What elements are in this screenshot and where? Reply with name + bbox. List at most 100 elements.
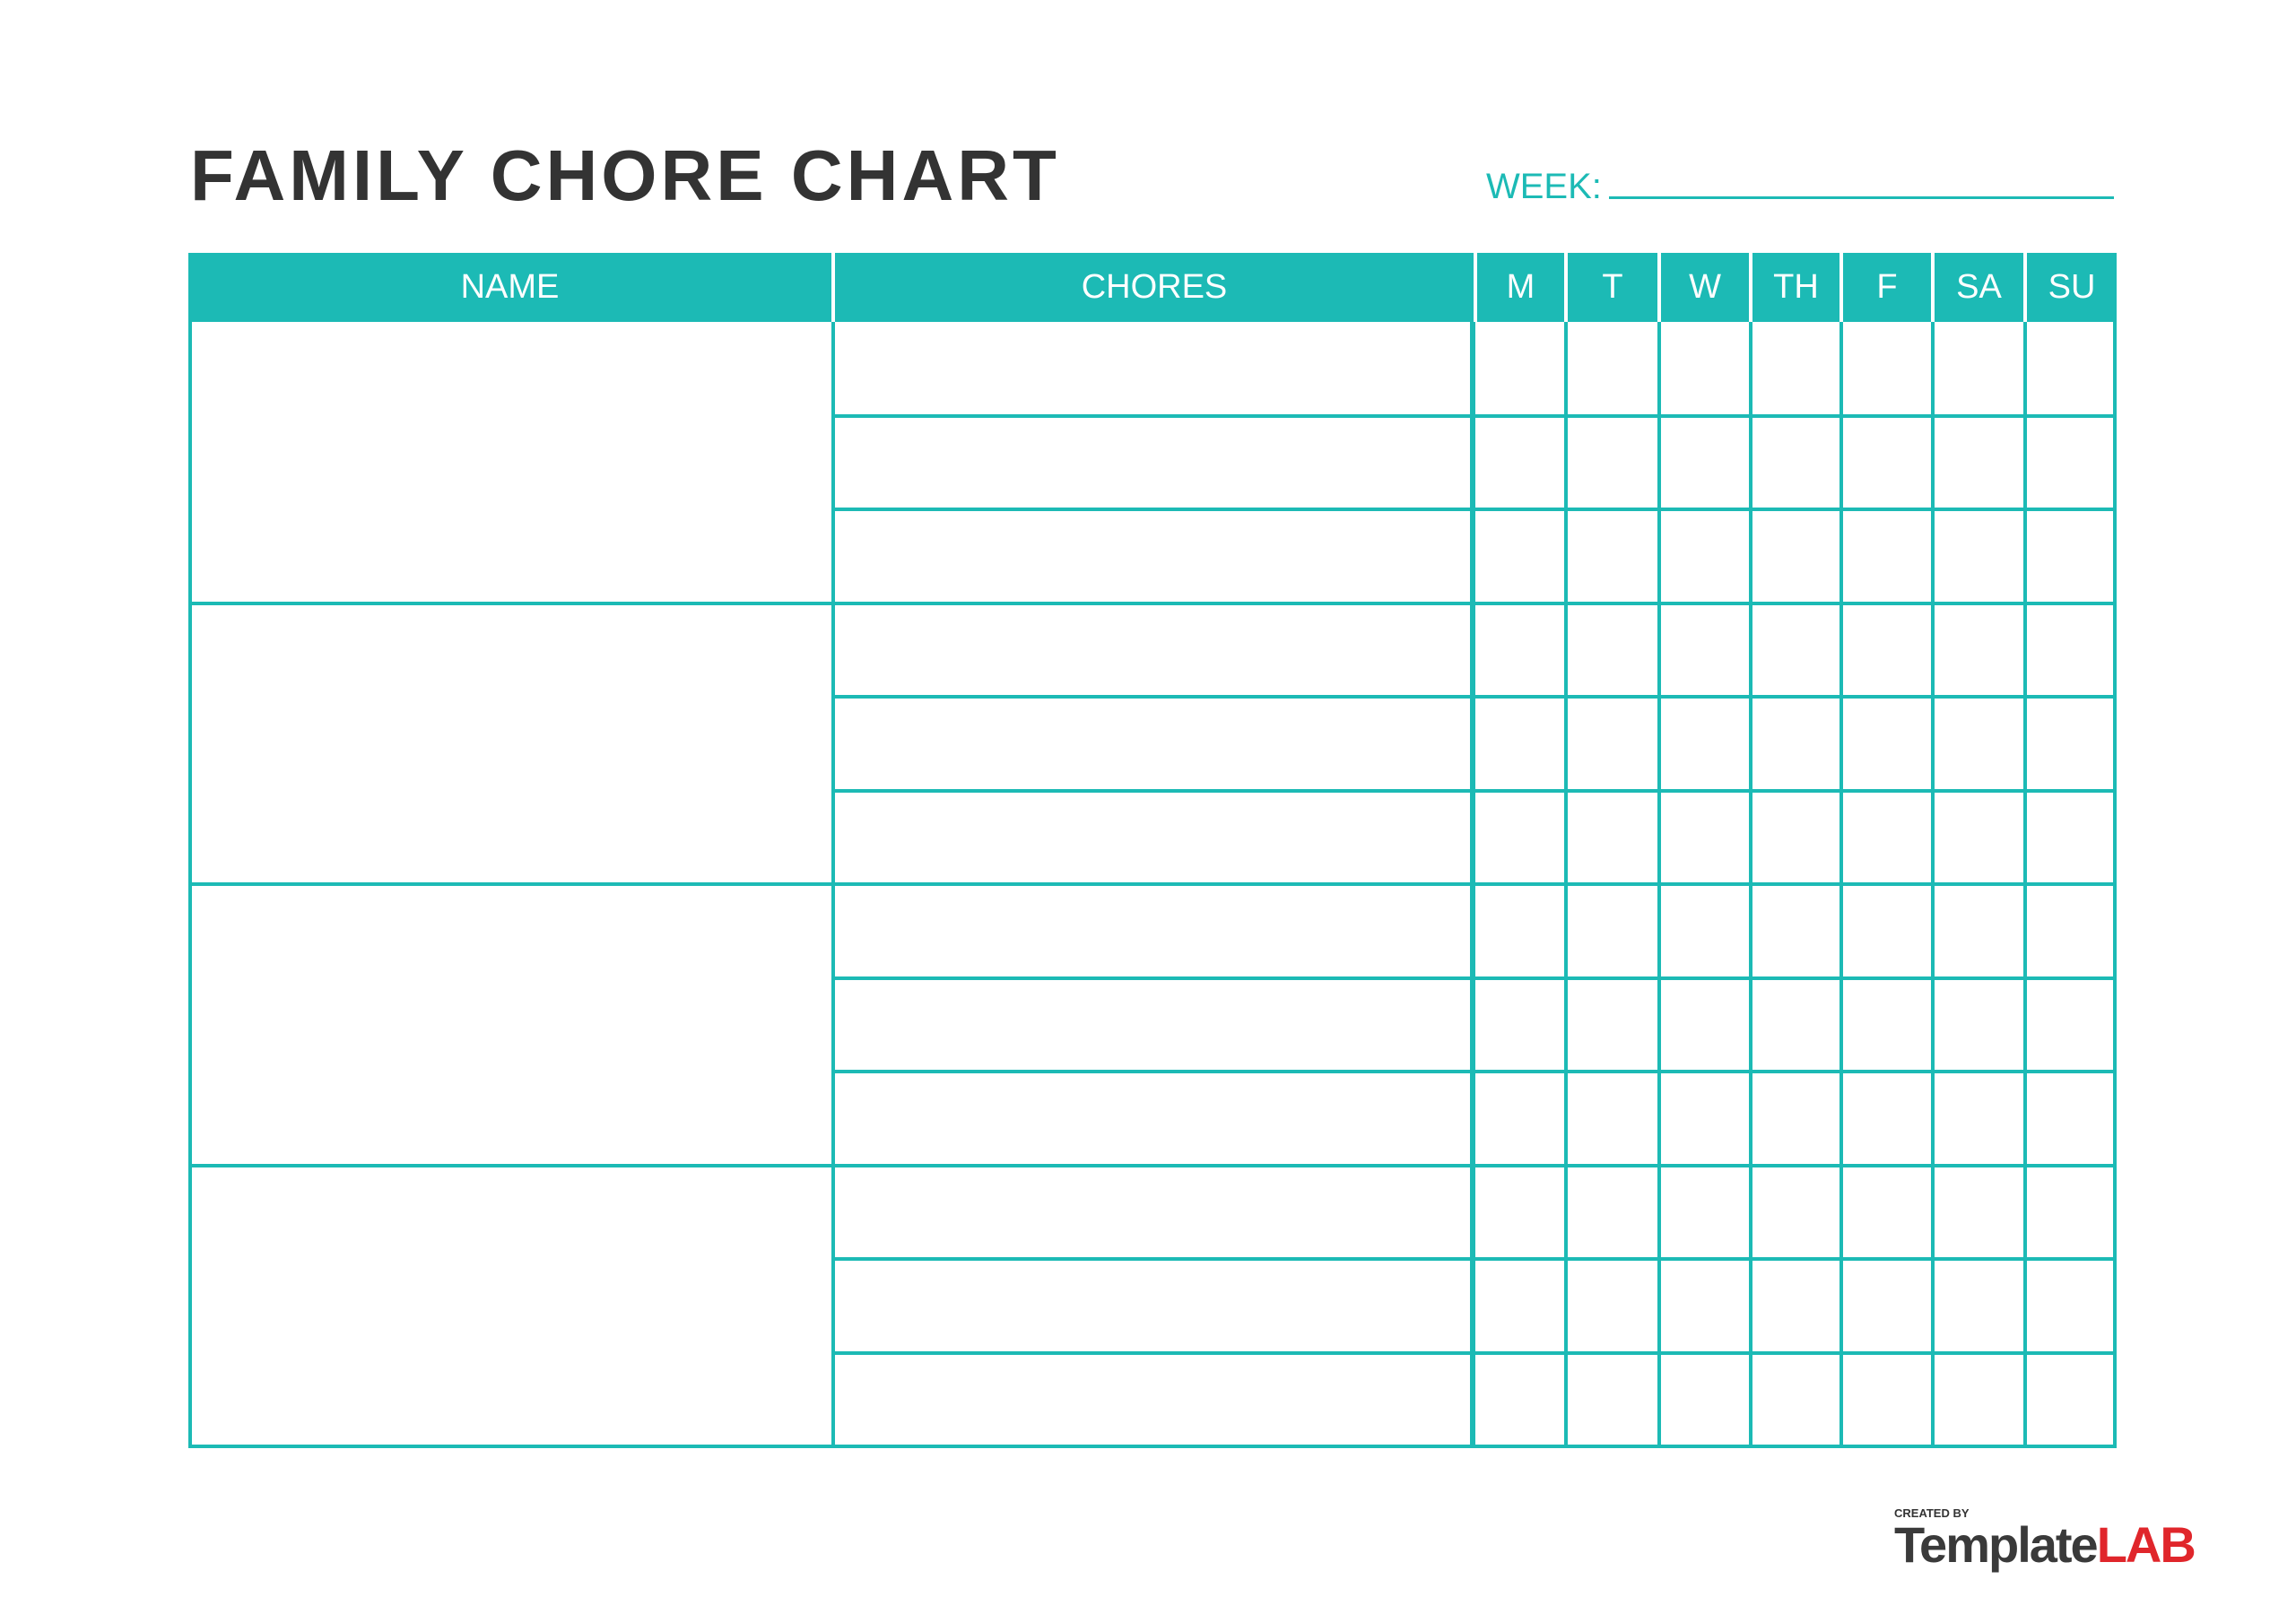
- day-check-cell[interactable]: [1570, 509, 1657, 600]
- name-cell[interactable]: [192, 1166, 831, 1444]
- day-check-cell[interactable]: [1936, 884, 2023, 975]
- chore-cell[interactable]: [835, 322, 1470, 412]
- day-check-cell[interactable]: [2029, 416, 2117, 507]
- day-check-cell[interactable]: [1845, 791, 1931, 881]
- day-check-cell[interactable]: [1754, 603, 1839, 694]
- day-check-cell[interactable]: [1754, 978, 1839, 1069]
- day-check-cell[interactable]: [2029, 1259, 2117, 1350]
- day-check-cell[interactable]: [1479, 1072, 1564, 1162]
- day-check-cell[interactable]: [1845, 322, 1931, 412]
- day-check-cell[interactable]: [2029, 603, 2117, 694]
- day-check-cell[interactable]: [2029, 884, 2117, 975]
- chore-cell[interactable]: [835, 416, 1470, 507]
- day-check-cell[interactable]: [1479, 1259, 1564, 1350]
- day-check-cell[interactable]: [1479, 1353, 1564, 1444]
- day-check-cell[interactable]: [1663, 884, 1749, 975]
- chore-cell[interactable]: [835, 1353, 1470, 1444]
- day-check-cell[interactable]: [1570, 322, 1657, 412]
- name-cell[interactable]: [192, 322, 831, 600]
- chore-cell[interactable]: [835, 884, 1470, 975]
- day-check-cell[interactable]: [1479, 697, 1564, 787]
- chore-cell[interactable]: [835, 791, 1470, 881]
- name-cell[interactable]: [192, 603, 831, 881]
- day-check-cell[interactable]: [1754, 697, 1839, 787]
- day-check-cell[interactable]: [2029, 1353, 2117, 1444]
- day-check-cell[interactable]: [2029, 791, 2117, 881]
- chore-cell[interactable]: [835, 1072, 1470, 1162]
- day-check-cell[interactable]: [1663, 509, 1749, 600]
- day-check-cell[interactable]: [1936, 416, 2023, 507]
- day-check-cell[interactable]: [1936, 791, 2023, 881]
- day-check-cell[interactable]: [1845, 1072, 1931, 1162]
- chore-cell[interactable]: [835, 1166, 1470, 1256]
- day-check-cell[interactable]: [1570, 1166, 1657, 1256]
- day-check-cell[interactable]: [1663, 1259, 1749, 1350]
- day-check-cell[interactable]: [1663, 1072, 1749, 1162]
- day-check-cell[interactable]: [1570, 978, 1657, 1069]
- day-check-cell[interactable]: [2029, 509, 2117, 600]
- day-check-cell[interactable]: [1663, 322, 1749, 412]
- day-check-cell[interactable]: [1754, 1259, 1839, 1350]
- day-check-cell[interactable]: [1754, 509, 1839, 600]
- day-check-cell[interactable]: [1936, 1353, 2023, 1444]
- day-check-cell[interactable]: [1570, 791, 1657, 881]
- day-check-cell[interactable]: [1663, 791, 1749, 881]
- day-check-cell[interactable]: [1479, 416, 1564, 507]
- day-check-cell[interactable]: [1845, 978, 1931, 1069]
- day-check-cell[interactable]: [2029, 1072, 2117, 1162]
- day-check-cell[interactable]: [1570, 1072, 1657, 1162]
- day-check-cell[interactable]: [1479, 978, 1564, 1069]
- day-check-cell[interactable]: [1845, 603, 1931, 694]
- day-check-cell[interactable]: [1570, 603, 1657, 694]
- day-check-cell[interactable]: [1754, 1353, 1839, 1444]
- day-check-cell[interactable]: [1663, 603, 1749, 694]
- day-check-cell[interactable]: [1845, 884, 1931, 975]
- day-check-cell[interactable]: [1570, 1259, 1657, 1350]
- day-check-cell[interactable]: [1845, 1166, 1931, 1256]
- day-check-cell[interactable]: [1663, 978, 1749, 1069]
- chore-cell[interactable]: [835, 509, 1470, 600]
- day-check-cell[interactable]: [1936, 509, 2023, 600]
- day-check-cell[interactable]: [1663, 416, 1749, 507]
- day-check-cell[interactable]: [1754, 322, 1839, 412]
- day-check-cell[interactable]: [2029, 322, 2117, 412]
- day-check-cell[interactable]: [1479, 884, 1564, 975]
- day-check-cell[interactable]: [1570, 884, 1657, 975]
- day-check-cell[interactable]: [1570, 1353, 1657, 1444]
- day-check-cell[interactable]: [1845, 1353, 1931, 1444]
- chore-cell[interactable]: [835, 978, 1470, 1069]
- day-check-cell[interactable]: [1936, 697, 2023, 787]
- day-check-cell[interactable]: [1936, 603, 2023, 694]
- chore-cell[interactable]: [835, 1259, 1470, 1350]
- day-check-cell[interactable]: [1936, 1072, 2023, 1162]
- day-check-cell[interactable]: [1754, 791, 1839, 881]
- day-check-cell[interactable]: [1936, 1259, 2023, 1350]
- day-check-cell[interactable]: [1936, 322, 2023, 412]
- day-check-cell[interactable]: [1754, 884, 1839, 975]
- day-check-cell[interactable]: [1479, 603, 1564, 694]
- day-check-cell[interactable]: [1570, 697, 1657, 787]
- day-check-cell[interactable]: [1936, 978, 2023, 1069]
- day-check-cell[interactable]: [2029, 697, 2117, 787]
- day-check-cell[interactable]: [1845, 509, 1931, 600]
- day-check-cell[interactable]: [1663, 697, 1749, 787]
- day-check-cell[interactable]: [1479, 322, 1564, 412]
- day-check-cell[interactable]: [1845, 1259, 1931, 1350]
- day-check-cell[interactable]: [1754, 416, 1839, 507]
- day-check-cell[interactable]: [2029, 978, 2117, 1069]
- day-check-cell[interactable]: [1479, 1166, 1564, 1256]
- day-check-cell[interactable]: [1845, 697, 1931, 787]
- chore-cell[interactable]: [835, 697, 1470, 787]
- day-check-cell[interactable]: [1754, 1166, 1839, 1256]
- day-check-cell[interactable]: [1663, 1353, 1749, 1444]
- day-check-cell[interactable]: [1936, 1166, 2023, 1256]
- day-check-cell[interactable]: [1845, 416, 1931, 507]
- name-cell[interactable]: [192, 884, 831, 1162]
- day-check-cell[interactable]: [1754, 1072, 1839, 1162]
- day-check-cell[interactable]: [1479, 509, 1564, 600]
- day-check-cell[interactable]: [1570, 416, 1657, 507]
- day-check-cell[interactable]: [1479, 791, 1564, 881]
- day-check-cell[interactable]: [2029, 1166, 2117, 1256]
- day-check-cell[interactable]: [1663, 1166, 1749, 1256]
- chore-cell[interactable]: [835, 603, 1470, 694]
